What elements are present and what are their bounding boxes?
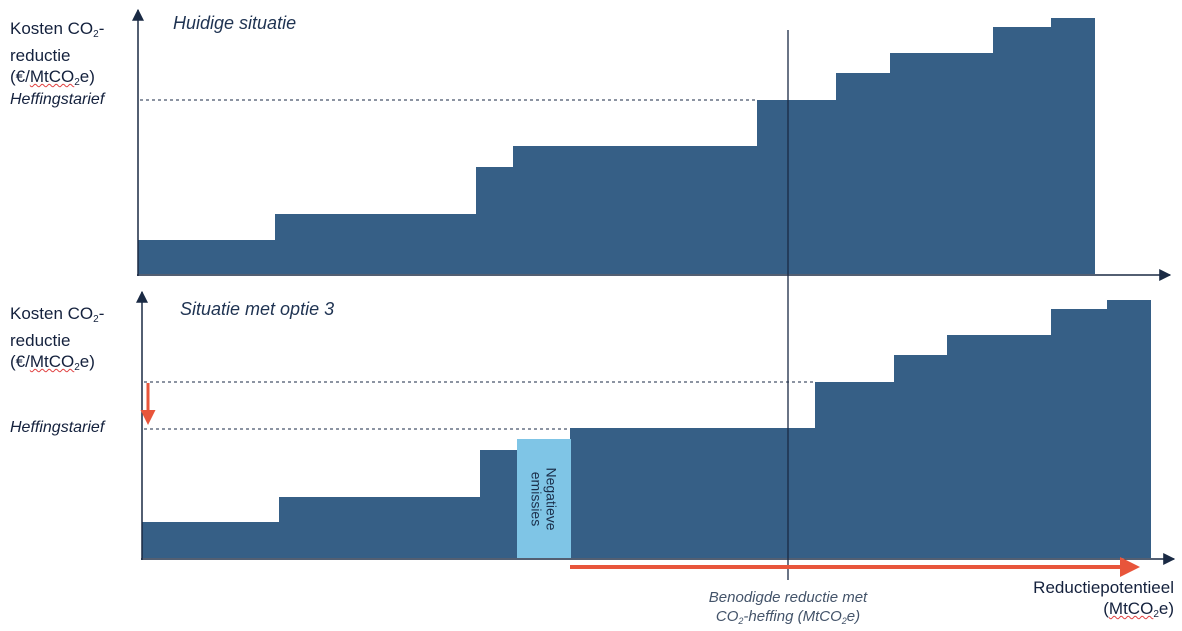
top-bar-3 [476,167,514,274]
top-panel-title: Huidige situatie [173,13,297,33]
bottom-bar-1 [142,522,280,558]
bottom-bar-3 [480,450,518,558]
bottom-bar-4 [570,428,816,558]
top-bar-6 [836,73,891,274]
bottom-y-axis-label: Kosten CO2- reductie (€/MtCO2e) [10,304,105,373]
top-levy-label: Heffingstarief [10,91,105,108]
top-bar-9 [1051,18,1095,274]
negative-emissions-bar [517,439,571,558]
bottom-bar-8 [1051,309,1108,558]
bottom-bar-5 [815,382,895,558]
bottom-bar-2 [279,497,481,558]
top-y-axis-label: Kosten CO2- reductie (€/MtCO2e) [10,19,105,88]
top-bars [138,18,1095,274]
top-bar-4 [513,146,758,274]
bottom-panel-title: Situatie met optie 3 [180,299,335,319]
bottom-bar-7 [947,335,1052,558]
bottom-bar-6 [894,355,948,558]
bottom-bar-9 [1107,300,1151,558]
x-axis-label: Reductiepotentieel (MtCO2e) [1033,578,1174,620]
top-bar-8 [993,27,1052,274]
bottom-bars [142,300,1151,558]
negative-emissions-label: Negatieve emissies [529,466,561,531]
top-bar-5 [757,100,837,274]
needed-reduction-label: Benodigde reductie met CO2-heffing (MtCO… [708,589,868,626]
top-bar-7 [890,53,994,274]
top-bar-1 [138,240,276,274]
top-bar-2 [275,214,477,274]
bottom-levy-label: Heffingstarief [10,419,105,436]
